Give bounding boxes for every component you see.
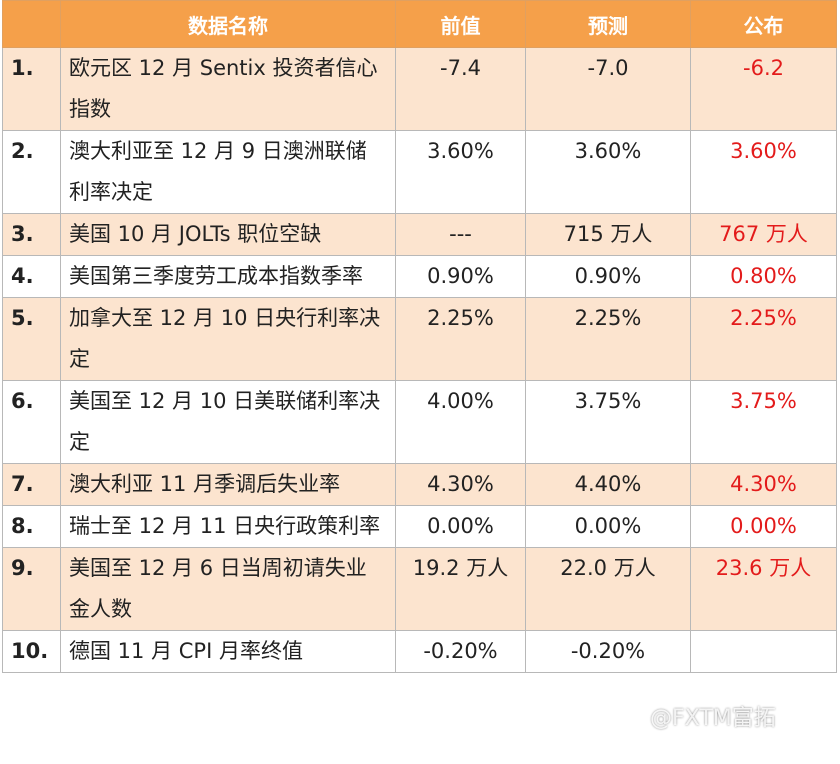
previous-value: -7.4 — [395, 47, 526, 131]
row-number: 3. — [2, 213, 61, 256]
row-number: 8. — [2, 505, 61, 548]
table-row: 8. 瑞士至 12 月 11 日央行政策利率 0.00% 0.00% 0.00% — [2, 505, 837, 548]
forecast-value: 0.00% — [525, 505, 691, 548]
previous-value: 19.2 万人 — [395, 547, 526, 631]
previous-value: 0.90% — [395, 255, 526, 298]
actual-value — [690, 630, 837, 673]
forecast-value: 715 万人 — [525, 213, 691, 256]
forecast-value: 2.25% — [525, 297, 691, 381]
actual-value: 4.30% — [690, 463, 837, 506]
forecast-value: 22.0 万人 — [525, 547, 691, 631]
actual-value: 3.60% — [690, 130, 837, 214]
row-number: 4. — [2, 255, 61, 298]
table-row: 7. 澳大利亚 11 月季调后失业率 4.30% 4.40% 4.30% — [2, 463, 837, 506]
row-number: 6. — [2, 380, 61, 464]
indicator-name: 澳大利亚 11 月季调后失业率 — [60, 463, 396, 506]
header-row: 数据名称 前值 预测 公布 — [2, 0, 837, 48]
table-row: 5. 加拿大至 12 月 10 日央行利率决定 2.25% 2.25% 2.25% — [2, 297, 837, 381]
indicator-name: 美国至 12 月 6 日当周初请失业金人数 — [60, 547, 396, 631]
indicator-name: 澳大利亚至 12 月 9 日澳洲联储利率决定 — [60, 130, 396, 214]
table-row: 3. 美国 10 月 JOLTs 职位空缺 --- 715 万人 767 万人 — [2, 213, 837, 256]
table-row: 9. 美国至 12 月 6 日当周初请失业金人数 19.2 万人 22.0 万人 23.… — [2, 547, 837, 631]
actual-value: 3.75% — [690, 380, 837, 464]
header-cell — [2, 0, 61, 48]
actual-value: 767 万人 — [690, 213, 837, 256]
forecast-value: 0.90% — [525, 255, 691, 298]
previous-value: 3.60% — [395, 130, 526, 214]
header-cell: 公布 — [690, 0, 837, 48]
indicator-name: 美国 10 月 JOLTs 职位空缺 — [60, 213, 396, 256]
table-row: 10. 德国 11 月 CPI 月率终值 -0.20% -0.20% — [2, 630, 837, 673]
table-row: 6. 美国至 12 月 10 日美联储利率决定 4.00% 3.75% 3.75% — [2, 380, 837, 464]
forecast-value: -0.20% — [525, 630, 691, 673]
previous-value: --- — [395, 213, 526, 256]
previous-value: 2.25% — [395, 297, 526, 381]
watermark: @FXTM富拓 — [650, 706, 776, 731]
row-number: 5. — [2, 297, 61, 381]
actual-value: 2.25% — [690, 297, 837, 381]
indicator-name: 美国第三季度劳工成本指数季率 — [60, 255, 396, 298]
indicator-name: 德国 11 月 CPI 月率终值 — [60, 630, 396, 673]
forecast-value: 3.60% — [525, 130, 691, 214]
header-cell: 预测 — [525, 0, 691, 48]
indicator-name: 美国至 12 月 10 日美联储利率决定 — [60, 380, 396, 464]
row-number: 1. — [2, 47, 61, 131]
previous-value: 4.30% — [395, 463, 526, 506]
indicator-name: 欧元区 12 月 Sentix 投资者信心指数 — [60, 47, 396, 131]
row-number: 7. — [2, 463, 61, 506]
forecast-value: 4.40% — [525, 463, 691, 506]
header-cell: 前值 — [395, 0, 526, 48]
table-row: 1. 欧元区 12 月 Sentix 投资者信心指数 -7.4 -7.0 -6.2 — [2, 47, 837, 131]
forecast-value: -7.0 — [525, 47, 691, 131]
data-table: 数据名称 前值 预测 公布 1. 欧元区 12 月 Sentix 投资者信心指数 -7.4… — [2, 0, 837, 673]
indicator-name: 瑞士至 12 月 11 日央行政策利率 — [60, 505, 396, 548]
previous-value: 0.00% — [395, 505, 526, 548]
actual-value: -6.2 — [690, 47, 837, 131]
actual-value: 0.00% — [690, 505, 837, 548]
row-number: 9. — [2, 547, 61, 631]
indicator-name: 加拿大至 12 月 10 日央行利率决定 — [60, 297, 396, 381]
actual-value: 23.6 万人 — [690, 547, 837, 631]
previous-value: 4.00% — [395, 380, 526, 464]
actual-value: 0.80% — [690, 255, 837, 298]
row-number: 2. — [2, 130, 61, 214]
table-row: 4. 美国第三季度劳工成本指数季率 0.90% 0.90% 0.80% — [2, 255, 837, 298]
row-number: 10. — [2, 630, 61, 673]
table-row: 2. 澳大利亚至 12 月 9 日澳洲联储利率决定 3.60% 3.60% 3.60% — [2, 130, 837, 214]
previous-value: -0.20% — [395, 630, 526, 673]
forecast-value: 3.75% — [525, 380, 691, 464]
header-cell: 数据名称 — [60, 0, 396, 48]
